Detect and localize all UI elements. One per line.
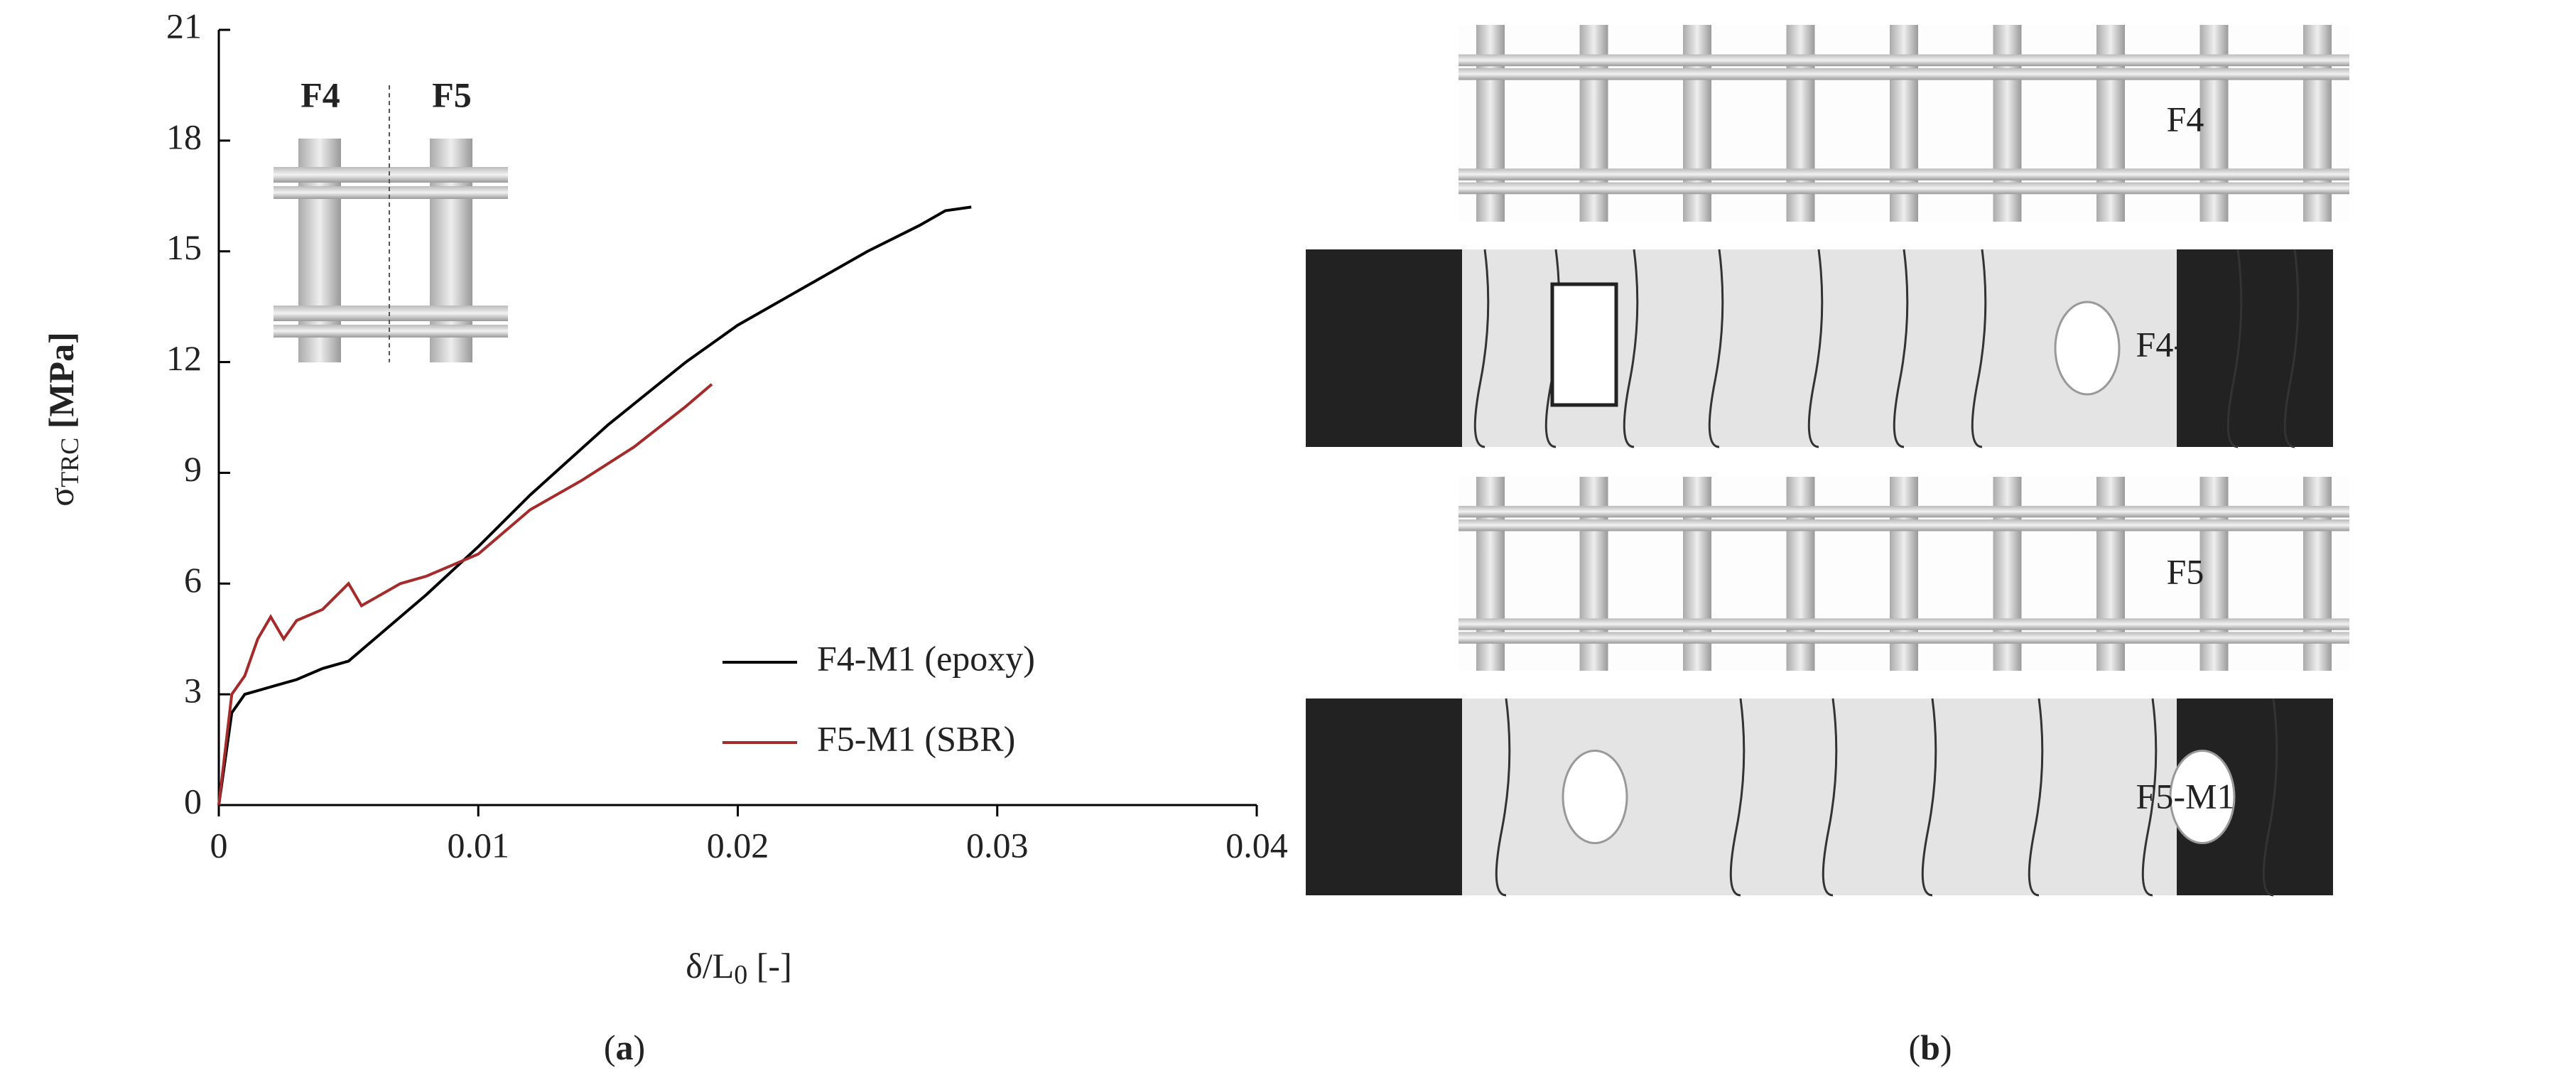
- weft: [1459, 505, 2349, 518]
- photo-label: F4: [2167, 99, 2204, 139]
- grip: [1306, 249, 1462, 447]
- panel-label: (b): [1908, 1027, 1952, 1067]
- panel-paren: (: [604, 1027, 616, 1067]
- inset-photo: [274, 85, 508, 362]
- weft: [1459, 519, 2349, 531]
- y-tick-label: 3: [184, 671, 202, 711]
- crack: [1473, 249, 1490, 448]
- inset-label: F4: [301, 75, 340, 114]
- x-axis-label: δ/L0 [-]: [686, 946, 791, 989]
- crack: [1822, 698, 1838, 897]
- y-label-part: σ: [41, 487, 81, 507]
- x-tick-label: 0.02: [707, 825, 769, 865]
- x-tick-label: 0.04: [1225, 825, 1288, 865]
- weft: [1459, 54, 2349, 67]
- weft: [1459, 182, 2349, 195]
- weft: [1459, 168, 2349, 180]
- y-tick-label: 18: [166, 117, 202, 156]
- y-tick-label: 21: [166, 6, 202, 45]
- crack: [1807, 249, 1824, 448]
- crack: [1893, 249, 1909, 448]
- legend-label: F5-M1 (SBR): [817, 718, 1015, 758]
- crack: [2226, 249, 2243, 448]
- series-line: [217, 205, 972, 806]
- crack: [1971, 249, 1987, 448]
- panel-letter: b: [1920, 1027, 1940, 1067]
- x-label-part: [-]: [747, 946, 791, 986]
- crack: [1708, 249, 1724, 448]
- photo-label: F5-M1: [2136, 776, 2235, 816]
- grip: [1306, 698, 1462, 895]
- panel-label: (a): [604, 1027, 645, 1067]
- panel-letter: a: [616, 1027, 634, 1067]
- x-tick-label: 0: [210, 825, 228, 865]
- inset-label: F5: [432, 75, 472, 114]
- photo-label: F5: [2167, 551, 2204, 591]
- y-label-sub: TRC: [55, 438, 84, 487]
- y-tick-label: 9: [184, 449, 202, 489]
- y-tick-label: 6: [184, 560, 202, 600]
- weft: [1459, 68, 2349, 80]
- crack: [1921, 698, 1937, 897]
- panel-paren: ): [1940, 1027, 1952, 1067]
- photo-label: F4-M1: [2136, 324, 2235, 364]
- specimen-photos: [1306, 25, 2349, 897]
- x-tick-label: 0.03: [966, 825, 1029, 865]
- crack: [2283, 249, 2300, 448]
- x-tick-label: 0.01: [448, 825, 510, 865]
- crack: [2262, 698, 2278, 897]
- crack: [2028, 698, 2044, 897]
- specimen: [1306, 698, 2333, 895]
- y-tick-label: 15: [166, 227, 202, 267]
- y-label-part: [MPa]: [41, 332, 81, 438]
- x-label-sub: 0: [734, 960, 747, 990]
- crack: [1623, 249, 1639, 448]
- y-tick-label: 12: [166, 338, 202, 378]
- gap: [1550, 282, 1618, 407]
- series-line: [217, 383, 713, 806]
- hole: [2169, 750, 2236, 844]
- hole: [1562, 750, 1628, 844]
- weft: [1459, 618, 2349, 630]
- legend-label: F4-M1 (epoxy): [817, 638, 1035, 678]
- grip: [2177, 249, 2333, 447]
- crack: [1729, 698, 1746, 897]
- crack: [2141, 698, 2158, 897]
- y-tick-label: 0: [184, 781, 202, 821]
- panel-paren: ): [634, 1027, 646, 1067]
- crack: [1495, 698, 1511, 897]
- x-label-part: δ/L: [686, 946, 734, 986]
- hole: [2054, 301, 2121, 396]
- panel-paren: (: [1908, 1027, 1920, 1067]
- weft: [1459, 632, 2349, 644]
- y-axis-label: σTRC [MPa]: [41, 332, 84, 507]
